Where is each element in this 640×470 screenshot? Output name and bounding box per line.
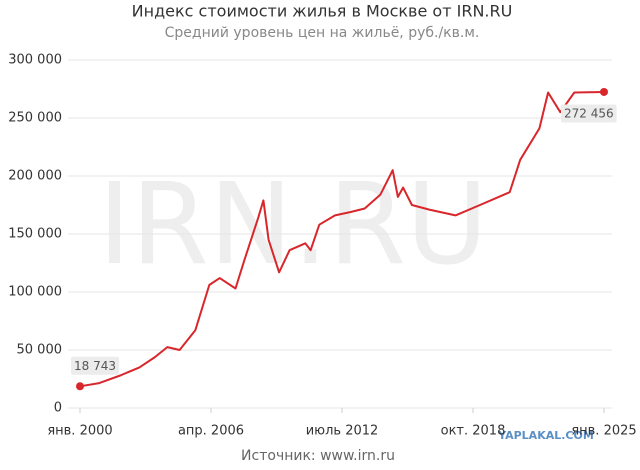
x-tick-label: апр. 2006 bbox=[178, 424, 244, 439]
chart-subtitle: Средний уровень цен на жильё, руб./кв.м. bbox=[165, 25, 480, 41]
annotation-bg bbox=[561, 104, 617, 123]
x-tick-label: окт. 2018 bbox=[441, 424, 506, 439]
y-tick-label: 250 000 bbox=[8, 111, 62, 126]
chart-title: Индекс стоимости жилья в Москве от IRN.R… bbox=[132, 2, 513, 21]
annotation-label: 18 743 bbox=[74, 359, 116, 373]
y-tick-label: 300 000 bbox=[8, 53, 62, 68]
x-tick-label: июль 2012 bbox=[306, 424, 379, 439]
credit: YAPLAKAL.COM bbox=[497, 429, 594, 442]
y-tick-label: 150 000 bbox=[8, 227, 62, 242]
annotation-point bbox=[76, 382, 84, 391]
data-line bbox=[79, 91, 605, 388]
annotation: 272 456 bbox=[561, 104, 617, 123]
annotation-point bbox=[600, 87, 608, 96]
source: Источник: www.irn.ru bbox=[241, 448, 395, 464]
y-tick-label: 50 000 bbox=[17, 343, 63, 358]
annotation-label: 272 456 bbox=[564, 106, 614, 120]
annotation-bg bbox=[71, 356, 119, 375]
x-tick-label: янв. 2000 bbox=[47, 424, 112, 439]
watermark: IRN.RU bbox=[98, 160, 488, 290]
x-tick-label: янв. 2025 bbox=[571, 424, 636, 439]
y-tick-label: 100 000 bbox=[8, 285, 62, 300]
annotation: 18 743 bbox=[71, 356, 119, 375]
y-tick-label: 200 000 bbox=[8, 169, 62, 184]
y-tick-label: 0 bbox=[54, 401, 62, 416]
